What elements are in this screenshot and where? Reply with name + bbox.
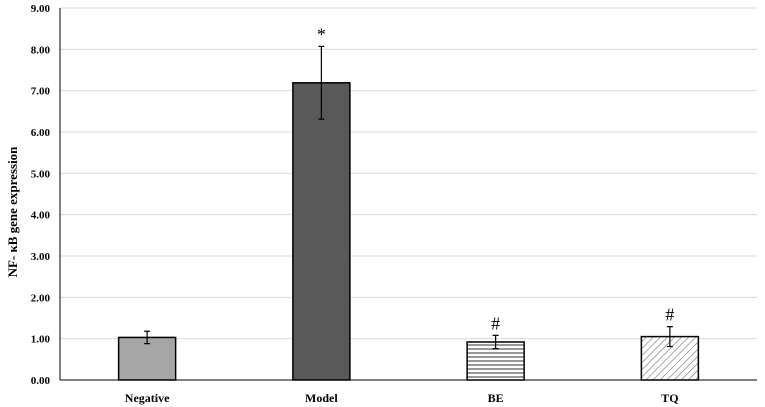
y-axis-tick-labels: 0.00 1.00 2.00 3.00 4.00 5.00 6.00 7.00 8.00 9.00 [31, 3, 51, 387]
error-bar-tq [666, 326, 673, 348]
y-tick-label: 9.00 [31, 3, 51, 15]
y-tick-label: 3.00 [31, 251, 51, 263]
y-tick-label: 8.00 [31, 44, 51, 56]
error-bar-be [492, 334, 499, 350]
significance-annotations: * # # [317, 24, 675, 333]
y-axis-title: NF- κB gene expression [5, 146, 20, 278]
x-category-label: BE [488, 391, 504, 405]
y-tick-label: 0.00 [31, 375, 51, 387]
x-category-label: TQ [661, 391, 678, 405]
bars [117, 82, 700, 381]
y-tick-label: 6.00 [31, 127, 51, 139]
y-tick-label: 2.00 [31, 292, 51, 304]
bar-negative [117, 336, 177, 381]
annotation-tq: # [665, 305, 674, 325]
x-category-label: Negative [125, 391, 170, 405]
annotation-model: * [317, 24, 326, 44]
error-bar-negative [144, 330, 151, 345]
y-tick-label: 5.00 [31, 168, 51, 180]
y-tick-label: 1.00 [31, 334, 51, 346]
error-bar-model [318, 45, 325, 120]
annotation-be: # [491, 313, 500, 333]
y-tick-label: 7.00 [31, 86, 51, 98]
x-category-label: Model [305, 391, 338, 405]
gridlines [60, 7, 757, 340]
error-bars [144, 45, 673, 350]
x-axis-category-labels: Negative Model BE TQ [125, 391, 679, 405]
bar-model [292, 82, 351, 381]
y-tick-label: 4.00 [31, 210, 51, 222]
